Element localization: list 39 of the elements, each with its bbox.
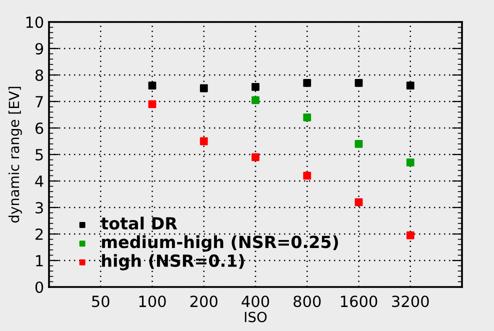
x-tick-label: 100 bbox=[139, 296, 166, 308]
y-tick-label: 9 bbox=[35, 42, 44, 55]
point bbox=[252, 96, 260, 104]
point bbox=[252, 153, 260, 162]
point bbox=[406, 231, 414, 240]
x-tick-label: 3200 bbox=[392, 296, 429, 308]
y-tick-label: 7 bbox=[36, 96, 43, 108]
point bbox=[354, 79, 363, 87]
point bbox=[406, 158, 414, 166]
x-tick-label: 800 bbox=[294, 296, 321, 308]
point bbox=[252, 82, 260, 91]
x-tick-label: 400 bbox=[242, 296, 270, 308]
y-tick-label: 6 bbox=[35, 122, 44, 134]
x-tick-label: 1600 bbox=[340, 296, 378, 308]
x-tick-label: 200 bbox=[190, 296, 218, 308]
legend-label: medium-high (NSR=0.25) bbox=[102, 235, 338, 252]
x-axis-title: ISO bbox=[244, 312, 267, 322]
y-tick-label: 3 bbox=[36, 202, 43, 214]
point bbox=[303, 172, 312, 180]
y-tick-label: 10 bbox=[26, 16, 44, 28]
y-tick-label: 1 bbox=[36, 255, 43, 266]
point bbox=[303, 79, 312, 87]
y-tick-label: 8 bbox=[35, 69, 44, 82]
legend-label: high (NSR=0.1) bbox=[102, 254, 244, 270]
point bbox=[354, 140, 363, 148]
y-axis-title: dynamic range [EV] bbox=[8, 86, 22, 223]
point bbox=[354, 198, 363, 206]
point bbox=[406, 82, 414, 90]
point bbox=[148, 82, 156, 90]
y-tick-label: 0 bbox=[35, 281, 44, 294]
point bbox=[200, 84, 208, 92]
point bbox=[148, 100, 156, 108]
point bbox=[303, 113, 312, 122]
y-tick-label: 2 bbox=[36, 228, 43, 240]
legend-label: total DR bbox=[100, 216, 178, 230]
x-tick-label: 50 bbox=[92, 296, 110, 308]
point bbox=[200, 137, 208, 146]
y-tick-label: 4 bbox=[35, 176, 44, 187]
y-tick-label: 5 bbox=[36, 149, 43, 161]
